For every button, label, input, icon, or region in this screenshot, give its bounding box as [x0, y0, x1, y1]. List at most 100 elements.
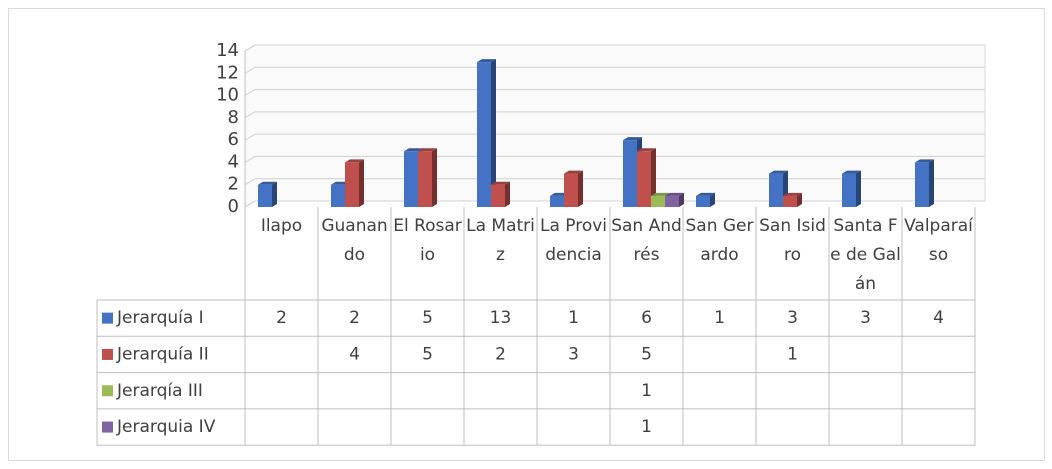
- category-label: La Providencia: [539, 216, 608, 265]
- bar-top: [665, 192, 684, 196]
- bar-top: [637, 148, 656, 152]
- category-label: Valparaíso: [904, 216, 973, 265]
- legend-key: [102, 348, 113, 360]
- bar: [404, 151, 418, 207]
- bar-side: [797, 192, 802, 207]
- bar-side: [272, 181, 277, 207]
- table-value: 1: [568, 308, 579, 328]
- bar-side: [491, 59, 496, 208]
- bar: [345, 162, 359, 207]
- bar: [915, 162, 929, 207]
- y-tick-label: 12: [216, 62, 239, 83]
- bar: [637, 151, 651, 207]
- table-value: 5: [641, 344, 652, 364]
- bar: [783, 195, 797, 207]
- category-label: Santa Fe de Galán: [830, 216, 901, 294]
- table-value: 1: [641, 381, 652, 401]
- table-value: 6: [641, 308, 652, 328]
- bar-side: [359, 159, 364, 207]
- legend-label: Jerarqía III: [116, 381, 203, 401]
- bar: [842, 173, 856, 207]
- table-value: 5: [422, 308, 433, 328]
- bar-top: [564, 170, 583, 174]
- bar: [696, 195, 710, 207]
- table-value: 5: [422, 344, 433, 364]
- category-label: San Gerardo: [685, 216, 754, 265]
- grid-line: [244, 200, 985, 208]
- y-tick-label: 8: [228, 107, 239, 128]
- bar-side: [651, 148, 656, 207]
- bar: [769, 173, 783, 207]
- table-value: 1: [714, 308, 725, 328]
- table-value: 3: [568, 344, 579, 364]
- grid-line: [244, 66, 985, 74]
- bar: [477, 62, 491, 208]
- bar-side: [578, 170, 583, 207]
- table-value: 2: [495, 344, 506, 364]
- category-label: El Rosario: [393, 216, 462, 265]
- table-value: 1: [641, 417, 652, 437]
- category-label: Guanando: [321, 216, 388, 265]
- bar-side: [505, 181, 510, 207]
- table-value: 13: [490, 308, 512, 328]
- bar: [665, 195, 679, 207]
- table-value: 2: [276, 308, 287, 328]
- bar-side: [679, 192, 684, 207]
- legend-label: Jerarquía II: [116, 344, 209, 364]
- table-value: 2: [349, 308, 360, 328]
- bar: [564, 173, 578, 207]
- table-value: 4: [349, 344, 360, 364]
- category-label: San Andrés: [611, 216, 682, 265]
- table-value: 3: [860, 308, 871, 328]
- legend-key: [102, 385, 113, 397]
- bar-top: [842, 170, 861, 174]
- bar-top: [477, 59, 496, 63]
- bar-top: [418, 148, 437, 152]
- grid-line: [244, 178, 985, 186]
- bar: [651, 195, 665, 207]
- grid-line: [244, 133, 985, 141]
- bar-top: [696, 192, 715, 196]
- bar: [331, 184, 345, 207]
- grid-line: [244, 44, 985, 52]
- bar-side: [710, 192, 715, 207]
- bar-side: [432, 148, 437, 207]
- legend-label: Jerarquía I: [116, 308, 204, 328]
- bar: [258, 184, 272, 207]
- bar-top: [491, 181, 510, 185]
- bar-top: [783, 192, 802, 196]
- y-tick-label: 10: [216, 85, 239, 106]
- bar-side: [929, 159, 934, 207]
- bar-top: [915, 159, 934, 163]
- bar: [623, 140, 637, 207]
- bar: [491, 184, 505, 207]
- category-label: Ilapo: [260, 216, 303, 236]
- category-label: La Matriz: [466, 216, 535, 265]
- bar-side: [856, 170, 861, 207]
- legend-key: [102, 421, 113, 433]
- y-tick-label: 0: [228, 196, 239, 217]
- legend-key: [102, 312, 113, 324]
- bar: [418, 151, 432, 207]
- bar-top: [258, 181, 277, 185]
- bar-top: [345, 159, 364, 163]
- table-value: 3: [787, 308, 798, 328]
- bar-top: [404, 148, 423, 152]
- bar-top: [651, 192, 670, 196]
- y-tick-label: 4: [228, 151, 239, 172]
- table-value: 4: [933, 308, 944, 328]
- table-value: 1: [787, 344, 798, 364]
- bar-top: [769, 170, 788, 174]
- grid-line: [244, 89, 985, 97]
- bar-top: [623, 137, 642, 141]
- y-tick-label: 14: [216, 40, 239, 61]
- y-tick-label: 6: [228, 129, 239, 150]
- grid-line: [244, 111, 985, 119]
- y-tick-label: 2: [228, 174, 239, 195]
- category-label: San Isidro: [759, 216, 826, 265]
- grid-line: [244, 155, 985, 163]
- bar: [550, 195, 564, 207]
- legend-label: Jerarquia IV: [116, 417, 216, 437]
